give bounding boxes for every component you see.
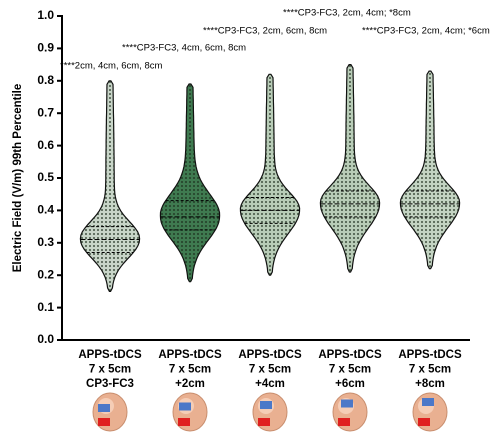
x-tick-label: +8cm [415,378,445,390]
electrode-blue [179,403,191,411]
x-tick-label: APPS-tDCS [238,349,302,361]
annotation: ****CP3-FC3, 4cm, 6cm, 8cm [122,43,246,54]
electrode-blue [98,404,110,412]
electrode-red [178,418,190,426]
violin-dots [400,71,459,269]
x-tick-label: APPS-tDCS [78,349,142,361]
annotation: ****CP3-FC3, 2cm, 6cm, 8cm [203,26,327,37]
x-tick-label: APPS-tDCS [158,349,222,361]
x-tick-label: 7 x 5cm [169,364,211,376]
x-tick-label: +4cm [255,378,285,390]
x-tick-label: 7 x 5cm [89,364,131,376]
violin-dots [320,65,379,272]
x-tick-label: CP3-FC3 [86,378,134,390]
x-tick-label: 7 x 5cm [329,364,371,376]
violin-dots [240,74,299,275]
x-tick-label: 7 x 5cm [409,364,451,376]
x-tick-label: APPS-tDCS [318,349,382,361]
y-tick-label: 0.0 [37,332,54,346]
annotation: ****CP3-FC3, 2cm, 4cm; *8cm [283,8,411,19]
violin-dots [80,81,139,292]
x-tick-label: +2cm [175,378,205,390]
y-tick-label: 0.5 [37,170,54,184]
annotation: ****2cm, 4cm, 6cm, 8cm [60,61,162,72]
y-tick-label: 0.7 [37,105,54,119]
y-tick-label: 0.4 [37,203,54,217]
y-tick-label: 0.8 [37,73,54,87]
x-tick-label: +6cm [335,378,365,390]
electrode-red [258,418,270,426]
electrode-red [98,418,110,426]
y-tick-label: 0.1 [37,300,54,314]
y-tick-label: 0.9 [37,41,54,55]
electrode-blue [260,401,272,409]
violin-dots [160,84,219,282]
chart: Electric Field (V/m) 99th Percentile 0.0… [0,0,499,443]
y-tick-label: 0.6 [37,138,54,152]
electrode-blue [422,398,434,406]
y-tick-label: 0.2 [37,267,54,281]
electrode-blue [341,400,353,408]
electrode-red [418,418,430,426]
y-tick-label: 1.0 [37,8,54,22]
annotation: ****CP3-FC3, 2cm, 4cm; *6cm [362,26,490,37]
x-tick-label: 7 x 5cm [249,364,291,376]
electrode-red [338,418,350,426]
y-axis-title: Electric Field (V/m) 99th Percentile [12,84,24,273]
y-tick-label: 0.3 [37,235,54,249]
x-tick-label: APPS-tDCS [398,349,462,361]
